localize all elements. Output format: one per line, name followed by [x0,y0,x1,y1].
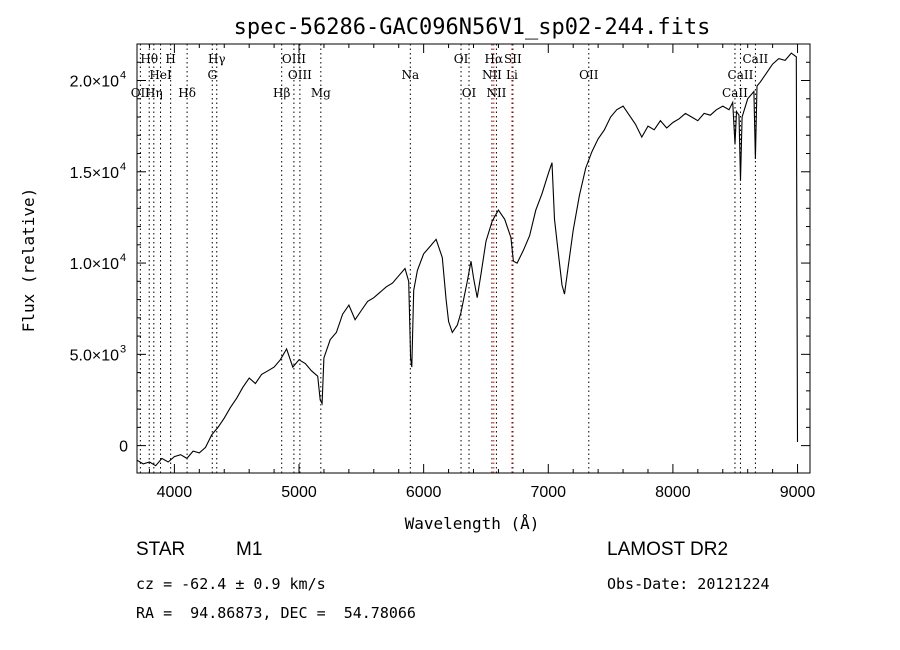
line-label-7: CaII [742,52,768,66]
object-subclass: M1 [236,539,263,560]
line-label-18: Hδ [178,86,196,100]
line-label-11: Na [401,68,419,82]
line-label-21: OI [462,86,477,100]
line-label-19: Hβ [273,86,290,100]
line-label-16: OII [131,86,151,100]
y-tick-label-3: 1.5×10 [70,165,119,182]
line-label-2: Hγ [208,52,226,66]
line-label-22: NII [486,86,506,100]
y-tick-label-1: 5.0×10 [70,347,119,364]
y-tick-label-4: 2.0×10 [70,74,119,91]
line-label-5: Hα [485,52,504,66]
y-tick-exponent-1: 3 [120,343,126,355]
sky-coordinates: RA = 94.86873, DEC = 54.78066 [136,604,416,622]
line-label-20: Mg [311,86,331,100]
line-label-13: Li [506,68,518,82]
x-tick-label-1: 5000 [281,484,317,501]
line-label-0: Hθ [140,52,158,66]
y-tick-label-0: 0 [119,439,128,456]
line-label-9: G [207,68,217,82]
x-axis-label: Wavelength (Å) [405,514,540,533]
line-label-15: CaII [728,68,754,82]
line-label-1: H [165,52,175,66]
y-tick-label-2: 1.0×10 [70,256,119,273]
line-label-14: OII [579,68,599,82]
y-tick-exponent-4: 4 [120,70,126,82]
line-label-8: HeI [149,68,172,82]
y-tick-exponent-3: 4 [120,161,126,173]
x-tick-label-4: 8000 [655,484,691,501]
spectral-line-markers [139,44,756,473]
redshift-velocity: cz = -62.4 ± 0.9 km/s [136,575,326,593]
survey-name: LAMOST DR2 [607,539,729,560]
x-tick-label-2: 6000 [406,484,442,501]
y-tick-exponent-2: 4 [120,252,126,264]
x-tick-label-0: 4000 [157,484,193,501]
y-axis-label: Flux (relative) [19,188,38,333]
plot-frame [136,43,811,474]
line-label-17: Hη [145,86,163,100]
flux-series-line [136,52,799,467]
line-label-23: CaII [722,86,748,100]
line-label-12: NII [482,68,502,82]
line-label-3: OIII [282,52,306,66]
chart-title: spec-56286-GAC096N56V1_sp02-244.fits [234,15,711,40]
line-label-6: SII [504,52,522,66]
observation-date: Obs-Date: 20121224 [607,575,770,593]
x-tick-label-3: 7000 [530,484,566,501]
object-class: STAR [136,539,186,560]
line-label-10: OIII [288,68,312,82]
x-tick-label-5: 9000 [780,484,816,501]
line-label-4: OI [454,52,469,66]
